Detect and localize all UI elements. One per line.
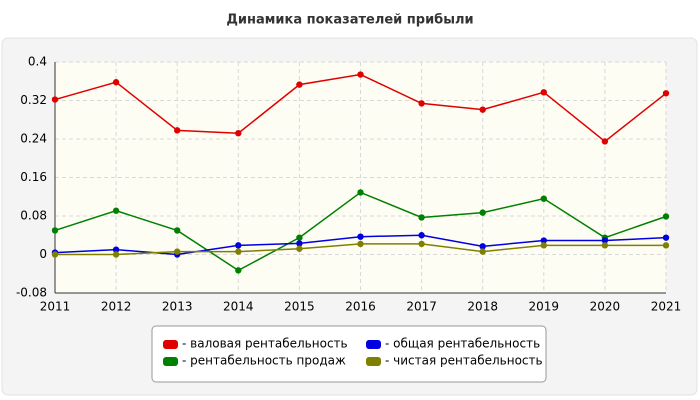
y-tick-label: 0.08: [20, 209, 47, 223]
data-point: [601, 237, 609, 244]
x-tick-label: 2021: [651, 300, 682, 314]
legend-label: - рентабельность продаж: [182, 354, 346, 368]
chart-title: Динамика показателей прибыли: [226, 13, 473, 28]
data-point: [235, 130, 242, 137]
data-point: [112, 79, 120, 86]
data-point: [112, 207, 120, 214]
x-tick-label: 2019: [529, 300, 560, 314]
data-point: [296, 240, 303, 247]
data-point: [601, 138, 609, 145]
data-point: [174, 127, 181, 134]
data-point: [51, 251, 59, 258]
data-point: [540, 195, 547, 202]
data-point: [357, 71, 364, 78]
data-point: [418, 100, 425, 107]
data-point: [479, 209, 486, 216]
data-point: [662, 90, 670, 97]
data-point: [540, 237, 547, 244]
data-point: [296, 245, 303, 252]
data-point: [357, 189, 364, 196]
x-tick-label: 2020: [590, 300, 621, 314]
data-point: [357, 233, 364, 240]
legend-label: - общая рентабельность: [385, 337, 540, 351]
data-point: [418, 232, 425, 239]
x-tick-label: 2015: [284, 300, 315, 314]
x-tick-label: 2013: [162, 300, 193, 314]
legend-label: - валовая рентабельность: [182, 337, 348, 351]
data-point: [357, 240, 364, 248]
data-point: [235, 248, 242, 255]
data-point: [418, 214, 425, 221]
data-point: [479, 243, 486, 250]
legend-swatch: [163, 340, 178, 349]
data-point: [296, 81, 303, 88]
y-tick-label: 0.24: [20, 132, 47, 146]
x-tick-label: 2014: [223, 300, 254, 314]
x-tick-label: 2017: [406, 300, 437, 314]
data-point: [112, 246, 120, 253]
legend-swatch: [163, 357, 178, 366]
y-tick-label: -0.08: [16, 286, 47, 300]
data-point: [51, 96, 59, 103]
legend-swatch: [366, 357, 381, 366]
data-point: [235, 242, 242, 249]
data-point: [540, 89, 547, 96]
data-point: [662, 213, 670, 220]
data-point: [662, 242, 670, 249]
y-tick-label: 0: [39, 247, 47, 261]
data-point: [51, 227, 59, 234]
data-point: [418, 240, 425, 248]
x-tick-label: 2018: [467, 300, 498, 314]
y-tick-label: 0.4: [28, 55, 47, 69]
data-point: [174, 248, 181, 255]
data-point: [112, 251, 120, 258]
y-tick-label: 0.32: [20, 93, 47, 107]
data-point: [479, 106, 486, 113]
data-point: [296, 234, 303, 241]
data-point: [174, 227, 181, 234]
data-point: [235, 267, 242, 274]
legend-label: - чистая рентабельность: [385, 354, 543, 368]
x-tick-label: 2016: [345, 300, 376, 314]
legend-swatch: [366, 340, 381, 349]
data-point: [540, 242, 547, 249]
y-tick-label: 0.16: [20, 170, 47, 184]
x-tick-label: 2012: [101, 300, 132, 314]
legend-box: [151, 325, 547, 383]
data-point: [662, 234, 670, 241]
x-tick-label: 2011: [40, 300, 71, 314]
data-point: [479, 248, 486, 255]
data-point: [601, 242, 609, 249]
